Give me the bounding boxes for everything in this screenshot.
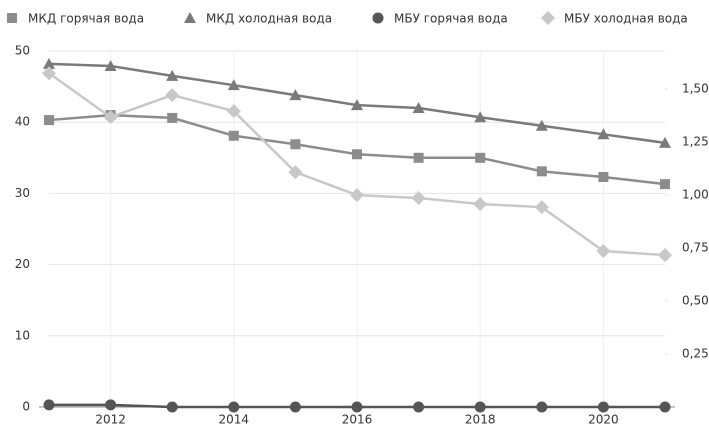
legend-marker [372,12,384,24]
marker [659,136,671,148]
marker [474,111,487,123]
marker [288,165,303,180]
marker [597,401,609,413]
marker [351,99,363,111]
marker [475,152,486,163]
legend-marker [7,13,17,23]
y-tick-label: 0 [22,400,30,414]
marker [413,401,425,413]
marker [536,166,547,177]
y-tick-label: 20 [15,257,30,271]
marker [535,119,548,131]
marker [104,59,117,71]
y-tick-label: 40 [15,115,30,129]
marker [536,401,548,413]
marker [412,101,425,113]
y-tick-label: 10 [15,328,30,342]
marker [473,196,488,211]
marker [659,401,671,413]
marker [166,401,178,413]
marker [352,149,362,160]
marker [105,399,117,411]
marker [660,179,670,190]
legend-label: МКД холодная вода [206,12,332,26]
y-tick-label: 50 [15,44,30,58]
marker [596,244,611,259]
legend-marker [541,11,555,25]
marker [598,172,609,183]
marker [44,115,54,126]
marker [103,110,118,125]
x-tick-label: 2016 [342,413,373,425]
y2-tick-label: 1,25 [682,135,709,149]
y2-tick-label: 0,50 [682,294,709,308]
marker [289,89,302,101]
y2-tick-label: 0,25 [682,347,709,361]
marker [350,188,364,203]
marker [411,191,426,206]
marker [534,200,549,215]
marker [43,399,55,411]
x-tick-label: 2012 [95,413,126,425]
legend-marker [184,12,196,23]
y2-tick-label: 0,75 [682,241,709,255]
x-tick-label: 2014 [219,413,250,425]
marker [474,401,486,413]
marker [228,130,239,141]
marker [228,401,240,413]
marker [167,112,178,123]
marker [227,79,240,91]
marker [290,139,301,150]
y2-tick-label: 1,00 [682,188,709,202]
marker [166,69,179,81]
legend-label: МКД горячая вода [28,12,144,26]
x-tick-label: 2020 [588,413,619,425]
marker [658,248,672,263]
marker [165,88,180,103]
marker [226,104,241,119]
marker [42,66,56,81]
marker [43,57,55,69]
x-tick-label: 2018 [465,413,496,425]
marker [413,152,424,163]
marker [289,401,301,413]
y-tick-label: 30 [15,186,30,200]
marker [351,401,363,413]
legend-label: МБУ холодная вода [564,12,688,26]
marker [597,128,610,140]
legend-label: МБУ горячая вода [394,12,508,26]
y2-tick-label: 1,50 [682,82,709,96]
